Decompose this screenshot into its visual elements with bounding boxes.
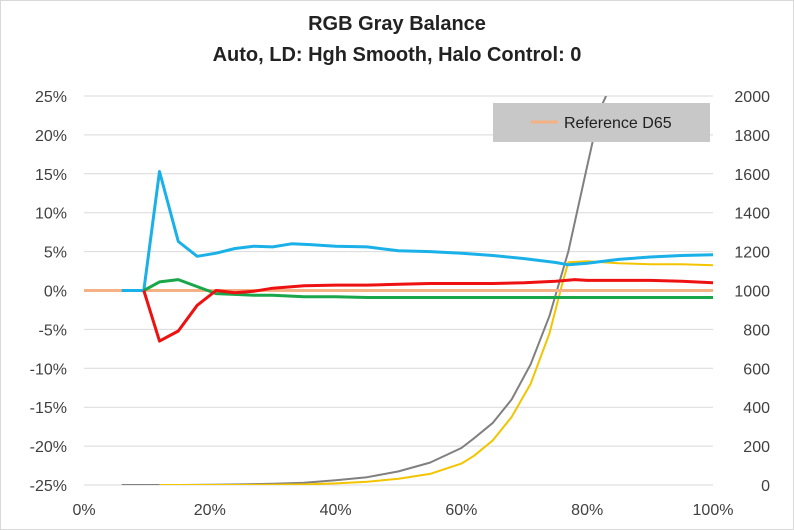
y-tick-label: -5% <box>39 322 67 339</box>
y-tick-label: -15% <box>30 400 67 417</box>
y-tick-label: 5% <box>44 245 67 262</box>
x-tick-label: 20% <box>194 502 226 519</box>
series-blue-line <box>121 170 713 292</box>
legend-label-reference: Reference D65 <box>564 115 672 132</box>
legend-box <box>493 103 710 142</box>
y2-tick-label: 400 <box>743 400 770 417</box>
y-tick-label: -20% <box>30 439 67 456</box>
y2-tick-label: 200 <box>743 439 770 456</box>
y-tick-label: -10% <box>30 361 67 378</box>
y-tick-label: 25% <box>35 89 67 106</box>
y2-tick-label: 0 <box>761 478 770 495</box>
y2-tick-label: 1000 <box>734 284 770 301</box>
y2-tick-label: 2000 <box>734 89 770 106</box>
y-tick-label: -25% <box>30 478 67 495</box>
x-tick-label: 0% <box>72 502 95 519</box>
y-tick-label: 0% <box>44 284 67 301</box>
x-axis: 0% 20% 40% 60% 80% 100% <box>72 502 733 519</box>
y2-tick-label: 1200 <box>734 245 770 262</box>
y2-tick-label: 600 <box>743 361 770 378</box>
y-axis-left: -25% -20% -15% -10% -5% 0% 5% 10% 15% 20% 25% <box>30 89 67 495</box>
x-tick-label: 80% <box>571 502 603 519</box>
y2-tick-label: 1600 <box>734 167 770 184</box>
chart-title: RGB Gray Balance <box>308 13 486 35</box>
y2-tick-label: 800 <box>743 322 770 339</box>
x-tick-label: 60% <box>445 502 477 519</box>
series-lines <box>84 96 713 485</box>
y-tick-label: 10% <box>35 206 67 223</box>
series-red-line <box>142 278 713 343</box>
gridlines <box>84 95 713 486</box>
legend: Reference D65 <box>493 103 710 142</box>
y2-tick-label: 1400 <box>734 206 770 223</box>
y-tick-label: 15% <box>35 167 67 184</box>
x-tick-label: 40% <box>320 502 352 519</box>
x-tick-label: 100% <box>693 502 734 519</box>
y2-tick-label: 1800 <box>734 128 770 145</box>
y-tick-label: 20% <box>35 128 67 145</box>
series-green-line <box>143 278 713 299</box>
chart-subtitle: Auto, LD: Hgh Smooth, Halo Control: 0 <box>212 44 582 66</box>
y-axis-right: 0 200 400 600 800 1000 1200 1400 1600 1800 2000 <box>734 89 770 495</box>
